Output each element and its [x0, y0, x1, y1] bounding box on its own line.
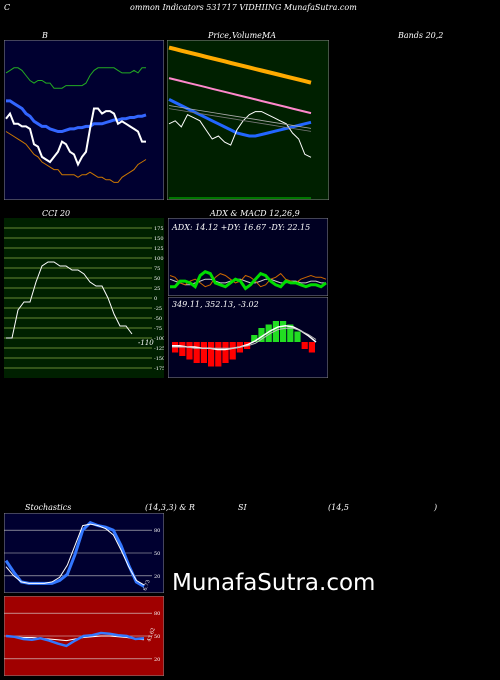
macd-histogram-bar	[308, 342, 315, 353]
macd-signal-line	[172, 327, 317, 349]
stochastics-value-label: 6.73	[142, 579, 151, 592]
macd-values: 349.11, 352.13, -3.02	[172, 300, 259, 309]
bands-label: Bands 20,2	[398, 31, 444, 40]
price-ma-grey-line-2	[168, 108, 312, 132]
ma-label: MA	[262, 31, 276, 40]
macd-histogram-bar	[258, 328, 265, 342]
rsi-line	[5, 631, 145, 648]
stochastics-tick-label: 80	[154, 528, 160, 534]
rsi-value-label: 43.62	[146, 627, 157, 643]
macd-histogram-bar	[215, 342, 222, 367]
adx-chart: ADX: 14.12 +DY: 16.67 -DY: 22.15	[168, 218, 328, 296]
price-ma-panel	[167, 40, 329, 200]
macd-panel: 349.11, 352.13, -3.02	[168, 297, 328, 378]
stochastics-chart: 80 50 206.73	[4, 513, 164, 593]
volume-label: Volume,	[232, 31, 265, 40]
price-ma-grey-line	[168, 105, 312, 129]
macd-histogram-bar	[229, 342, 236, 360]
rsi-panel: 80 50 20 43.62	[4, 596, 164, 676]
bollinger-lower-band-line	[5, 131, 147, 183]
bollinger-panel	[4, 40, 164, 200]
macd-histogram-bar	[208, 342, 215, 367]
adx-plus-di-line	[170, 270, 327, 291]
stochastics-params-label: (14,3,3) & R	[145, 503, 195, 512]
adx-minus-di-line	[169, 272, 327, 288]
macd-histogram-bar	[186, 342, 193, 360]
price-ma-ma-blue-line	[168, 98, 312, 138]
price-ma-chart	[167, 40, 329, 200]
rsi-signal-line	[5, 635, 145, 642]
cci-label: CCI 20	[42, 209, 71, 218]
cci-line	[6, 261, 133, 339]
macd-histogram-bar	[200, 342, 207, 363]
bollinger-upper-band-line	[5, 67, 146, 89]
adx-values: ADX: 14.12 +DY: 16.67 -DY: 22.15	[171, 223, 310, 232]
rsi-tick-label: 80	[154, 611, 160, 617]
adx-macd-label: ADX & MACD 12,26,9	[210, 209, 300, 218]
cci-tick-label: 150	[154, 236, 164, 242]
macd-histogram-bar	[265, 324, 272, 342]
rsi-tick-label: 50	[154, 634, 160, 640]
adx-panel: ADX: 14.12 +DY: 16.67 -DY: 22.15	[168, 218, 328, 296]
rsi-params-label: (14,5	[328, 503, 349, 512]
macd-histogram-bar	[301, 342, 308, 349]
cci-tick-label: -25	[154, 306, 162, 312]
macd-histogram-bar	[222, 342, 229, 363]
macd-line	[172, 325, 317, 351]
price-ma-price-line	[168, 111, 312, 158]
macd-histogram-bar	[251, 335, 258, 342]
cci-tick-label: -150	[154, 356, 164, 362]
cci-tick-label: -50	[154, 316, 162, 322]
stochastics-tick-label: 50	[154, 551, 160, 557]
macd-histogram-bar	[280, 321, 287, 342]
stochastics-tick-label: 20	[154, 574, 160, 580]
cci-tick-label: 25	[154, 286, 160, 292]
price-ma-ma-pink-line	[168, 77, 312, 115]
macd-histogram-bar	[272, 321, 279, 342]
cci-panel: 175 150 125 100 75 50 25 0 -25 -50 -75 -100 -125 -150…	[4, 218, 164, 378]
macd-histogram-bar	[193, 342, 200, 363]
rsi-chart: 80 50 20 43.62	[4, 596, 164, 676]
cci-tick-label: 100	[154, 256, 164, 262]
cci-tick-label: -75	[154, 326, 162, 332]
page-title: ommon Indicators 531717 VIDHIING MunafaS…	[130, 3, 357, 12]
cci-tick-label: -100	[154, 336, 164, 342]
cci-tick-label: -175	[154, 366, 164, 372]
watermark-logo: MunafaSutra.com	[172, 570, 376, 596]
cci-tick-label: 50	[154, 276, 160, 282]
rsi-tick-label: 20	[154, 657, 160, 663]
price-ma-ma-orange-line	[168, 45, 312, 85]
rsi-label: SI	[238, 503, 247, 512]
rsi-params-close: )	[434, 503, 438, 512]
cci-chart: 175 150 125 100 75 50 25 0 -25 -50 -75 -100 -125 -150…	[4, 218, 164, 378]
bollinger-chart	[4, 40, 164, 200]
bollinger-label: B	[42, 31, 48, 40]
cci-tick-label: -125	[154, 346, 164, 352]
macd-histogram-bar	[294, 331, 301, 342]
cci-tick-label: 0	[154, 296, 157, 302]
stochastics-d-line	[5, 523, 145, 586]
macd-histogram-bar	[287, 324, 294, 342]
bollinger-middle-band-line	[6, 99, 147, 133]
stochastics-panel: 80 50 20 6.73	[4, 513, 164, 593]
bollinger-price-line	[5, 107, 146, 167]
stochastics-label: Stochastics	[25, 503, 72, 512]
cci-tick-label: 125	[154, 246, 164, 252]
header-c-letter: C	[4, 3, 11, 12]
cci-tick-label: 175	[154, 226, 164, 232]
price-label: Price,	[208, 31, 232, 40]
cci-value-label: -110	[138, 339, 154, 347]
macd-chart: 349.11, 352.13, -3.02	[168, 297, 328, 378]
cci-tick-label: 75	[154, 266, 160, 272]
macd-histogram-bar	[179, 342, 186, 356]
